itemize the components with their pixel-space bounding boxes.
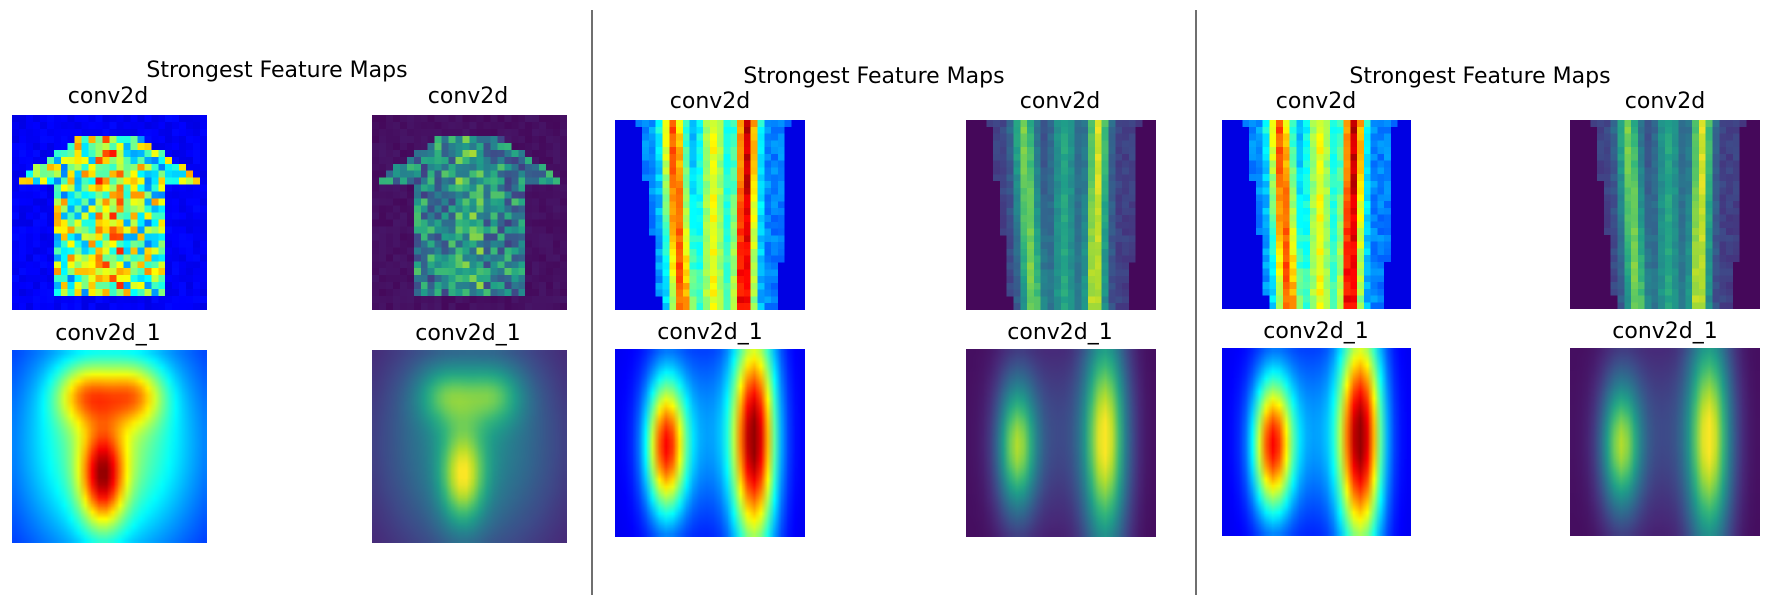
feature-map [966, 349, 1156, 537]
panel-3-title: Strongest Feature Maps [1349, 64, 1611, 89]
feature-map [12, 350, 207, 543]
feature-map [372, 350, 567, 543]
panel-2-label-top-left: conv2d [669, 89, 751, 114]
feature-map [1222, 348, 1411, 536]
panel-1-label-top-left: conv2d [67, 84, 149, 109]
panel-3-label-bottom-right: conv2d_1 [1612, 319, 1718, 344]
feature-map [966, 120, 1156, 310]
panel-1-label-bottom-right: conv2d_1 [415, 321, 521, 346]
panel-divider-2 [1195, 10, 1197, 595]
panel-3-label-top-left: conv2d [1275, 89, 1357, 114]
panel-1-label-top-right: conv2d [427, 84, 509, 109]
panel-3-label-top-right: conv2d [1624, 89, 1706, 114]
feature-map [1570, 120, 1760, 309]
panel-2-label-bottom-left: conv2d_1 [657, 320, 763, 345]
feature-map [615, 120, 805, 310]
panel-1-label-bottom-left: conv2d_1 [55, 321, 161, 346]
panel-2-label-top-right: conv2d [1019, 89, 1101, 114]
feature-map [1570, 348, 1760, 536]
panel-1-title: Strongest Feature Maps [146, 58, 408, 83]
panel-2-label-bottom-right: conv2d_1 [1007, 320, 1113, 345]
feature-map [372, 115, 567, 310]
panel-3-label-bottom-left: conv2d_1 [1263, 319, 1369, 344]
panel-2-title: Strongest Feature Maps [743, 64, 1005, 89]
feature-map [12, 115, 207, 310]
feature-map [615, 349, 805, 537]
panel-divider-1 [591, 10, 593, 595]
feature-map [1222, 120, 1411, 309]
